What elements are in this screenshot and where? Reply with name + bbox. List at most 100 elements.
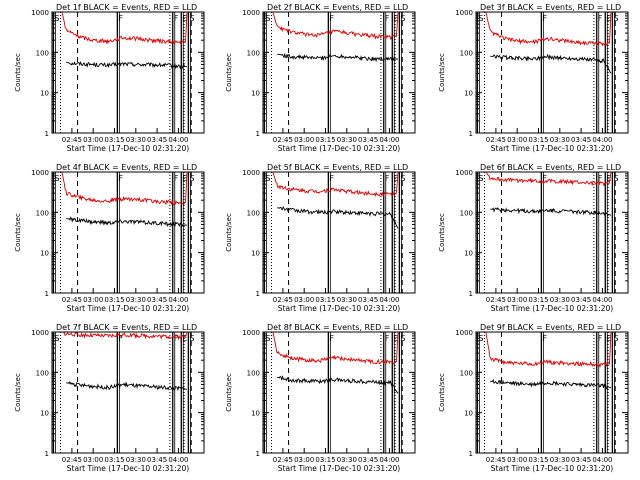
x-tick-label: 02:45 xyxy=(273,136,293,144)
event-marker-label: E xyxy=(182,14,187,23)
event-marker-label: S xyxy=(400,334,405,343)
event-marker-label: S xyxy=(265,334,270,343)
event-marker-label: S xyxy=(265,174,270,183)
y-tick-label: 1000 xyxy=(242,9,260,17)
event-marker-label: F xyxy=(598,14,603,23)
x-tick-label: 03:00 xyxy=(507,136,527,144)
panel-title: Det 1f BLACK = Events, RED = LLD xyxy=(56,3,197,12)
x-tick-label: 03:15 xyxy=(315,456,335,464)
event-marker-label: S xyxy=(265,14,270,23)
x-tick-label: 03:15 xyxy=(104,136,124,144)
x-tick-label: 04:00 xyxy=(168,456,188,464)
event-marker-label: F xyxy=(542,334,547,343)
y-tick-label: 100 xyxy=(247,369,260,377)
x-axis-label: Start Time (17-Dec-10 02:31:20) xyxy=(67,304,189,313)
x-tick-label: 04:00 xyxy=(168,136,188,144)
series-line-events xyxy=(277,53,399,63)
x-tick-label: 03:00 xyxy=(507,456,527,464)
y-axis-label: Counts/sec xyxy=(14,213,22,252)
event-marker-label: S xyxy=(613,334,618,343)
panel-title: Det 6f BLACK = Events, RED = LLD xyxy=(480,163,621,172)
x-tick-label: 02:45 xyxy=(486,296,506,304)
y-axis-label: Counts/sec xyxy=(14,53,22,92)
plot-frame xyxy=(475,11,629,134)
x-tick-label: 03:30 xyxy=(337,136,357,144)
x-tick-label: 03:30 xyxy=(337,296,357,304)
event-marker-label: E xyxy=(606,334,611,343)
x-tick-label: 03:15 xyxy=(104,456,124,464)
event-marker-label: E xyxy=(182,174,187,183)
panel-title: Det 4f BLACK = Events, RED = LLD xyxy=(56,163,197,172)
x-tick-label: 04:00 xyxy=(592,456,612,464)
x-tick-label: 02:45 xyxy=(62,136,82,144)
x-tick-label: 03:45 xyxy=(358,456,378,464)
series-line-lld xyxy=(61,171,188,206)
y-tick-label: 10 xyxy=(40,410,49,418)
y-tick-label: 10 xyxy=(464,250,473,258)
x-tick-label: 03:30 xyxy=(126,296,146,304)
x-axis-label: Start Time (17-Dec-10 02:31:20) xyxy=(491,304,613,313)
y-tick-label: 1 xyxy=(45,290,49,298)
x-tick-label: 04:00 xyxy=(592,136,612,144)
event-marker-label: E xyxy=(393,174,398,183)
panel-title: Det 7f BLACK = Events, RED = LLD xyxy=(56,323,197,332)
event-marker-label: F xyxy=(542,14,547,23)
series-line-events xyxy=(277,205,399,229)
y-tick-label: 100 xyxy=(247,209,260,217)
plot-frame xyxy=(262,331,416,454)
event-marker-label: E xyxy=(393,334,398,343)
event-marker-label: F xyxy=(118,14,123,23)
y-tick-label: 1 xyxy=(256,290,260,298)
x-tick-label: 03:30 xyxy=(126,456,146,464)
y-tick-label: 1 xyxy=(256,130,260,138)
y-tick-label: 100 xyxy=(36,209,49,217)
event-marker-label: F xyxy=(329,14,334,23)
panel-6: Det 6f BLACK = Events, RED = LLD 1 10 100 10… xyxy=(438,163,629,313)
x-tick-label: 04:00 xyxy=(379,296,399,304)
panel-1: Det 1f BLACK = Events, RED = LLD 1 10 100 10… xyxy=(14,3,205,153)
y-tick-label: 1000 xyxy=(455,169,473,177)
panel-title: Det 9f BLACK = Events, RED = LLD xyxy=(480,323,621,332)
y-axis-label: Counts/sec xyxy=(438,373,446,412)
x-tick-label: 03:45 xyxy=(571,296,591,304)
panel-title: Det 5f BLACK = Events, RED = LLD xyxy=(267,163,408,172)
x-axis-label: Start Time (17-Dec-10 02:31:20) xyxy=(67,464,189,473)
plot-frame xyxy=(51,11,205,134)
panel-2: Det 2f BLACK = Events, RED = LLD 1 10 100 10… xyxy=(225,3,416,153)
x-tick-label: 04:00 xyxy=(379,456,399,464)
series-line-lld xyxy=(61,331,188,341)
series-line-events xyxy=(66,60,187,70)
y-axis-label: Counts/sec xyxy=(225,53,233,92)
x-tick-label: 03:45 xyxy=(358,136,378,144)
y-tick-label: 100 xyxy=(247,49,260,57)
y-tick-label: 10 xyxy=(40,90,49,98)
x-axis-label: Start Time (17-Dec-10 02:31:20) xyxy=(278,464,400,473)
event-marker-label: S xyxy=(613,174,618,183)
y-tick-label: 10 xyxy=(464,410,473,418)
x-tick-label: 03:00 xyxy=(507,296,527,304)
event-marker-label: S xyxy=(54,334,59,343)
x-tick-label: 02:45 xyxy=(486,456,506,464)
series-line-events xyxy=(490,206,612,217)
y-tick-label: 100 xyxy=(460,369,473,377)
x-tick-label: 04:00 xyxy=(379,136,399,144)
series-line-events xyxy=(66,381,188,392)
event-marker-label: F xyxy=(329,174,334,183)
x-axis-label: Start Time (17-Dec-10 02:31:20) xyxy=(491,464,613,473)
x-tick-label: 03:30 xyxy=(337,456,357,464)
x-tick-label: 03:00 xyxy=(83,296,103,304)
x-tick-label: 03:45 xyxy=(147,456,167,464)
event-marker-label: S xyxy=(189,174,194,183)
series-line-lld xyxy=(272,331,399,365)
event-marker-label: F xyxy=(174,14,179,23)
event-marker-label: E xyxy=(606,14,611,23)
x-tick-label: 02:45 xyxy=(486,136,506,144)
event-marker-label: S xyxy=(478,334,483,343)
y-tick-label: 1000 xyxy=(31,329,49,337)
event-marker-label: E xyxy=(393,14,398,23)
series-line-events xyxy=(277,375,399,394)
event-marker-label: S xyxy=(478,174,483,183)
x-tick-label: 02:45 xyxy=(62,296,82,304)
y-tick-label: 10 xyxy=(251,250,260,258)
